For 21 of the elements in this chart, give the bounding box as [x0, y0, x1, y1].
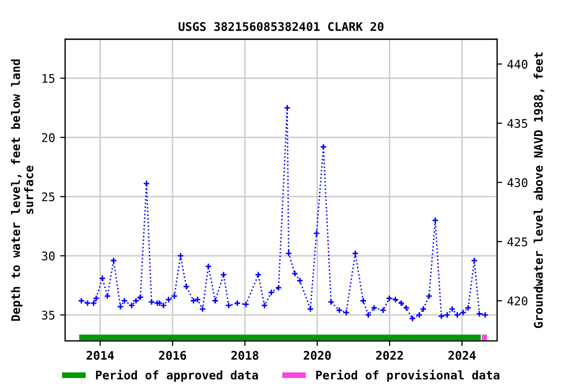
- y2-tick-label: 430: [507, 178, 528, 188]
- y-tick-label: 35: [42, 310, 54, 320]
- y2-tick-label: 435: [507, 118, 528, 128]
- x-tick-label: 2022: [376, 350, 403, 360]
- x-tick-label: 2014: [86, 350, 114, 360]
- x-tick-label: 2018: [231, 350, 258, 360]
- y2-tick-label: 420: [507, 296, 528, 306]
- x-tick-label: 2016: [158, 350, 186, 360]
- y-tick-label: 25: [42, 192, 54, 202]
- y2-axis-title: Groundwater level above NAVD 1988, feet: [534, 52, 544, 328]
- y2-tick-label: 440: [507, 60, 528, 69]
- y-axis-title: Depth to water level, feet below land surface: [10, 59, 34, 321]
- x-tick-label: 2020: [304, 350, 331, 360]
- y-tick-label: 20: [42, 133, 55, 142]
- x-tick-label: 2024: [448, 350, 476, 360]
- chart-title: USGS 382156085382401 CLARK 20: [178, 22, 384, 32]
- legend-label: Period of approved data: [96, 370, 258, 382]
- y2-tick-label: 425: [507, 237, 528, 246]
- y-tick-label: 15: [42, 74, 54, 83]
- legend-label: Period of provisional data: [316, 370, 500, 382]
- y-tick-label: 30: [42, 252, 55, 260]
